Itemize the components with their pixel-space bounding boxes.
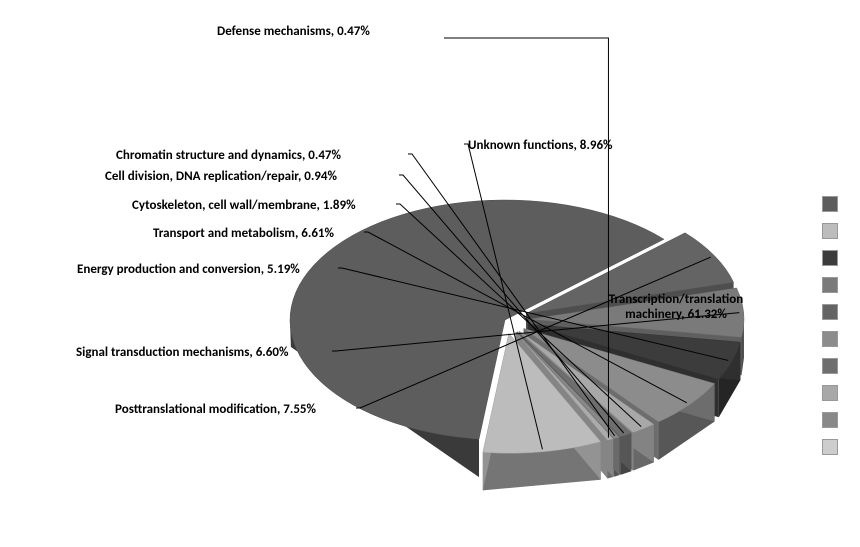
chart-container: Defense mechanisms, 0.47% Unknown functio… <box>0 0 860 547</box>
label-chromatin: Chromatin structure and dynamics, 0.47% <box>116 148 341 163</box>
legend-swatch-7 <box>822 385 838 401</box>
legend-swatch-6 <box>822 358 838 374</box>
label-unknown: Unknown functions, 8.96% <box>468 138 613 153</box>
legend-swatch-3 <box>822 277 838 293</box>
legend-swatch-8 <box>822 412 838 428</box>
label-transcription: Transcription/translationmachinery, 61.3… <box>576 292 776 322</box>
legend-swatch-4 <box>822 304 838 320</box>
label-defense: Defense mechanisms, 0.47% <box>217 24 370 39</box>
legend-swatch-1 <box>822 223 838 239</box>
label-cytoskeleton: Cytoskeleton, cell wall/membrane, 1.89% <box>132 198 356 213</box>
label-energy: Energy production and conversion, 5.19% <box>77 262 300 277</box>
label-celldiv: Cell division, DNA replication/repair, 0… <box>105 169 337 184</box>
legend-swatch-5 <box>822 331 838 347</box>
label-signal: Signal transduction mechanisms, 6.60% <box>76 345 288 360</box>
legend-swatch-2 <box>822 250 838 266</box>
label-posttrans: Posttranslational modification, 7.55% <box>115 402 316 417</box>
legend-swatch-9 <box>822 439 838 455</box>
label-transport: Transport and metabolism, 6.61% <box>153 226 334 241</box>
legend-swatch-0 <box>822 196 838 212</box>
